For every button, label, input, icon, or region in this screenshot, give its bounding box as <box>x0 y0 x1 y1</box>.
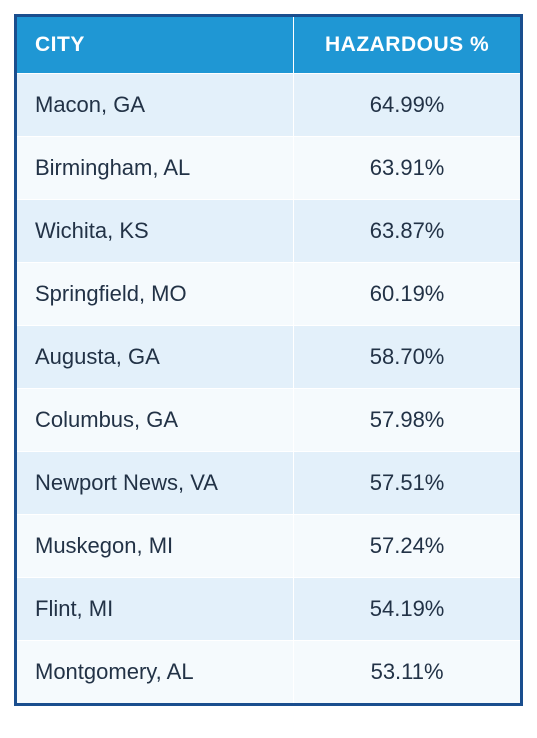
cell-hazardous: 54.19% <box>294 578 520 641</box>
cell-city: Springfield, MO <box>17 263 294 326</box>
cell-hazardous: 63.87% <box>294 200 520 263</box>
table-row: Macon, GA 64.99% <box>17 74 520 137</box>
cell-hazardous: 63.91% <box>294 137 520 200</box>
cell-city: Augusta, GA <box>17 326 294 389</box>
cell-city: Flint, MI <box>17 578 294 641</box>
cell-hazardous: 57.51% <box>294 452 520 515</box>
cell-hazardous: 58.70% <box>294 326 520 389</box>
table-row: Wichita, KS 63.87% <box>17 200 520 263</box>
hazardous-cities-table: CITY HAZARDOUS % Macon, GA 64.99% Birmin… <box>17 17 520 703</box>
table-row: Springfield, MO 60.19% <box>17 263 520 326</box>
table-row: Columbus, GA 57.98% <box>17 389 520 452</box>
table-row: Montgomery, AL 53.11% <box>17 641 520 704</box>
hazardous-cities-table-wrap: CITY HAZARDOUS % Macon, GA 64.99% Birmin… <box>14 14 523 706</box>
table-header-row: CITY HAZARDOUS % <box>17 17 520 74</box>
column-header-city: CITY <box>17 17 294 74</box>
cell-city: Montgomery, AL <box>17 641 294 704</box>
cell-city: Birmingham, AL <box>17 137 294 200</box>
cell-city: Macon, GA <box>17 74 294 137</box>
table-row: Muskegon, MI 57.24% <box>17 515 520 578</box>
cell-city: Muskegon, MI <box>17 515 294 578</box>
cell-hazardous: 60.19% <box>294 263 520 326</box>
cell-city: Wichita, KS <box>17 200 294 263</box>
table-row: Augusta, GA 58.70% <box>17 326 520 389</box>
cell-hazardous: 57.24% <box>294 515 520 578</box>
cell-city: Newport News, VA <box>17 452 294 515</box>
column-header-hazardous: HAZARDOUS % <box>294 17 520 74</box>
cell-hazardous: 64.99% <box>294 74 520 137</box>
table-row: Birmingham, AL 63.91% <box>17 137 520 200</box>
table-row: Flint, MI 54.19% <box>17 578 520 641</box>
table-row: Newport News, VA 57.51% <box>17 452 520 515</box>
cell-city: Columbus, GA <box>17 389 294 452</box>
cell-hazardous: 57.98% <box>294 389 520 452</box>
cell-hazardous: 53.11% <box>294 641 520 704</box>
